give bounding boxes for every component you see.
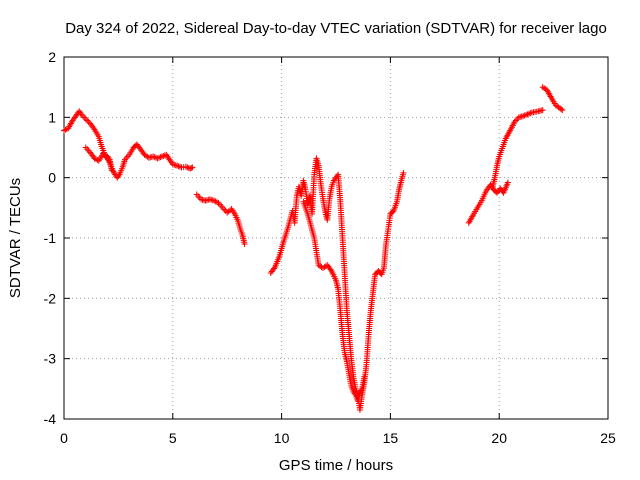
axis-ticks: 0 5 10 15 20 25 -4 -3 -2 -1 0 1 2 (44, 49, 616, 446)
data-point (151, 154, 158, 161)
x-tick-label: 5 (169, 430, 177, 446)
chart-title: Day 324 of 2022, Sidereal Day-to-day VTE… (65, 20, 607, 37)
data-point (241, 241, 248, 248)
y-tick-label: -1 (44, 230, 57, 246)
data-point (184, 164, 191, 171)
y-tick-label: 2 (48, 49, 56, 65)
y-tick-label: -3 (44, 351, 57, 367)
data-point (82, 116, 89, 123)
data-point (158, 153, 165, 160)
data-point (188, 165, 195, 172)
x-axis-label: GPS time / hours (279, 457, 393, 474)
data-point (84, 117, 91, 124)
y-tick-label: -4 (44, 411, 57, 427)
data-point (108, 167, 115, 174)
data-point (523, 111, 530, 118)
data-point (157, 154, 164, 161)
data-point (94, 156, 101, 163)
data-point (175, 163, 182, 170)
data-point (189, 164, 196, 171)
data-point (558, 106, 565, 113)
x-tick-label: 20 (491, 430, 507, 446)
data-point (361, 373, 368, 380)
data-point (161, 152, 168, 159)
data-point (524, 111, 531, 118)
y-tick-label: 0 (48, 170, 56, 186)
data-points (61, 84, 566, 413)
data-point (150, 153, 157, 160)
data-point (174, 162, 181, 169)
data-point (85, 118, 92, 125)
data-point (322, 263, 329, 270)
x-tick-label: 15 (383, 430, 399, 446)
data-point (400, 169, 407, 176)
data-point (521, 112, 528, 119)
grid (64, 57, 608, 419)
data-point (520, 113, 527, 120)
data-point (156, 154, 163, 161)
data-point (559, 107, 566, 114)
data-point (182, 163, 189, 170)
y-axis-label: SDTVAR / TECUs (7, 178, 24, 298)
data-point (103, 152, 110, 159)
data-point (539, 107, 546, 114)
data-point (154, 155, 161, 162)
y-tick-label: 1 (48, 109, 56, 125)
data-point (527, 110, 534, 117)
x-tick-label: 25 (600, 430, 616, 446)
x-tick-label: 0 (60, 430, 68, 446)
data-point (525, 110, 532, 117)
y-tick-label: -2 (44, 290, 57, 306)
x-tick-label: 10 (274, 430, 290, 446)
data-point (504, 179, 511, 186)
